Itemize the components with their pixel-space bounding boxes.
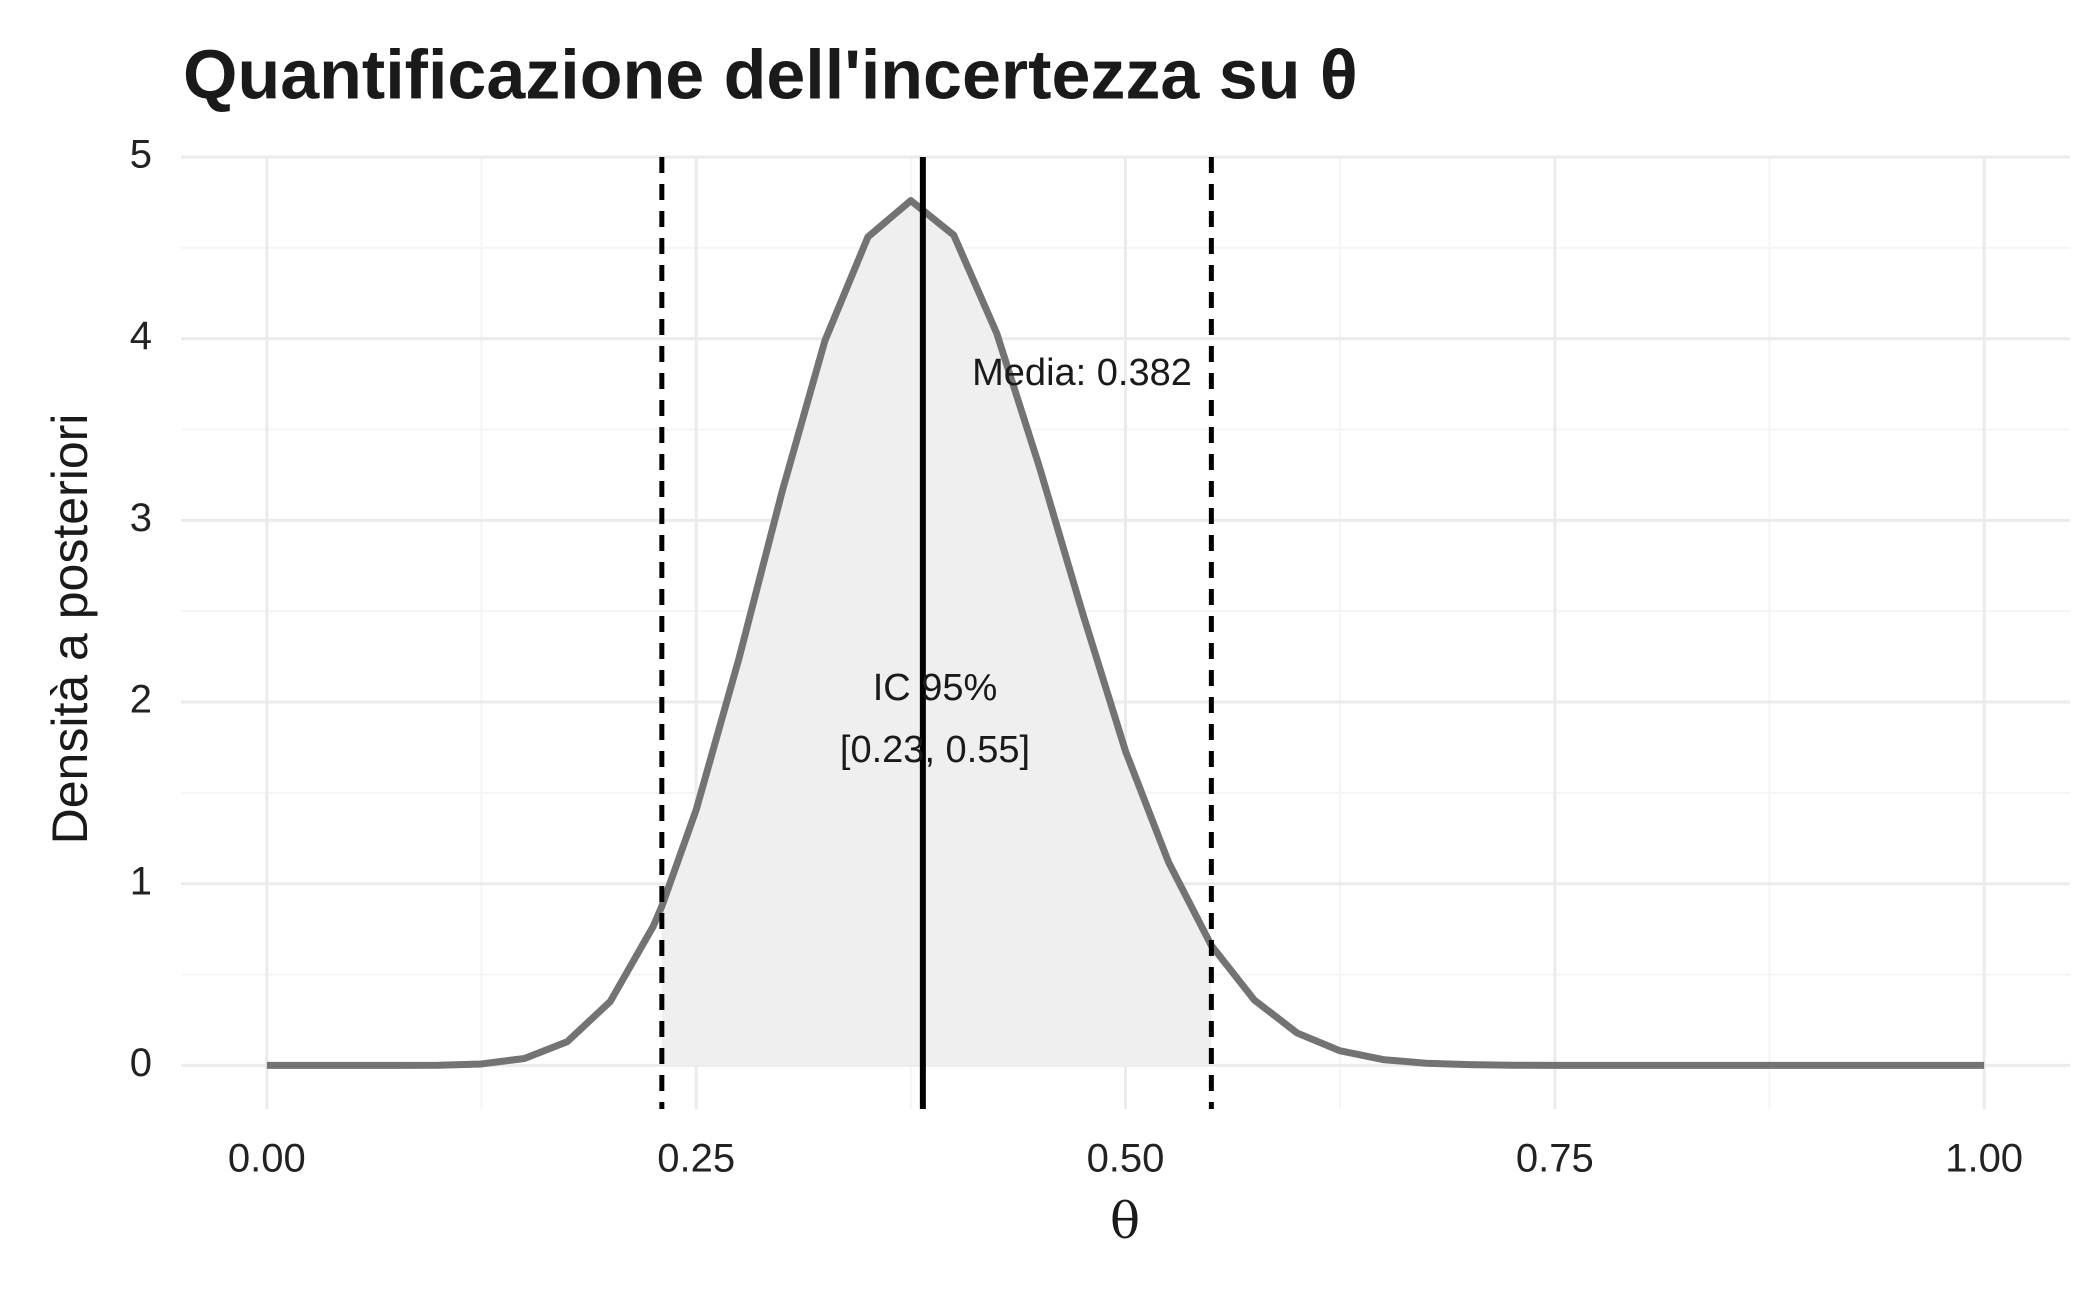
y-tick-label: 2 (130, 678, 152, 722)
y-tick-label: 4 (130, 314, 152, 358)
annotation: IC 95% (873, 667, 998, 709)
annotation: [0.23, 0.55] (840, 729, 1030, 771)
x-tick-label: 0.25 (657, 1137, 735, 1181)
x-tick-label: 0.00 (228, 1137, 306, 1181)
density-line (266, 197, 1985, 1069)
y-tick-label: 0 (130, 1041, 152, 1085)
y-tick-label: 3 (130, 496, 152, 540)
y-tick-label: 1 (130, 859, 152, 903)
y-tick-label: 5 (130, 133, 152, 177)
y-axis-label: Densità a posteriori (42, 414, 98, 845)
x-tick-label: 0.75 (1516, 1137, 1594, 1181)
x-axis-label: θ (1110, 1192, 1140, 1250)
x-tick-label: 1.00 (1945, 1137, 2023, 1181)
annotation: Media: 0.382 (972, 352, 1192, 394)
x-tick-label: 0.50 (1087, 1137, 1165, 1181)
chart-title: Quantificazione dell'incertezza su θ (183, 35, 1358, 113)
ci-area (661, 200, 1212, 1066)
